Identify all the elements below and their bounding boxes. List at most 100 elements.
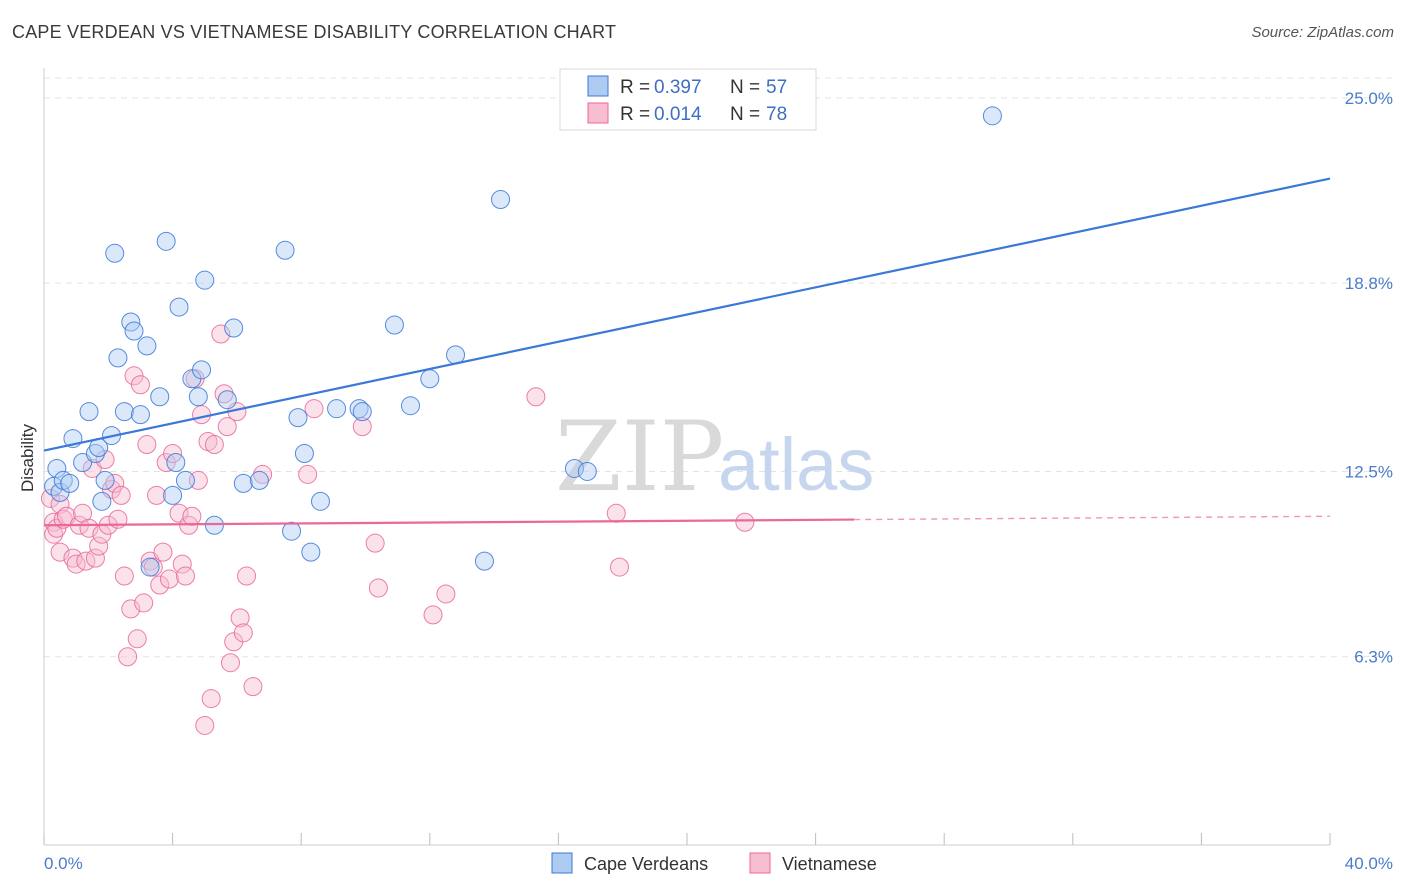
vietnamese-point-54: [217, 417, 237, 437]
cape-verdean-point-13: [105, 243, 125, 263]
vietnamese-point-59: [233, 623, 253, 643]
vietnamese-point-41: [172, 554, 192, 574]
y-tick-label-2: 18.8%: [1345, 274, 1393, 293]
vietnamese-point-52: [211, 324, 231, 344]
cape-verdean-point-28: [188, 387, 208, 407]
cape-verdean-point-50: [491, 189, 511, 209]
legend-pink-r-label: R =: [620, 104, 650, 125]
trend-lines: [43, 177, 1331, 527]
cape-verdean-points: [44, 106, 1002, 577]
vietnamese-point-62: [253, 464, 273, 484]
cape-verdean-point-42: [327, 399, 347, 419]
cape-verdean-point-23: [163, 485, 183, 505]
vietnamese-point-71: [606, 503, 626, 523]
cape-verdean-point-36: [275, 240, 295, 260]
series-legend-pink-label: Vietnamese: [782, 854, 877, 874]
legend-blue-swatch: [587, 75, 609, 97]
vietnamese-point-63: [298, 464, 318, 484]
series-legend: Cape Verdeans Vietnamese: [551, 852, 877, 874]
x-tick-label-0: 0.0%: [44, 854, 83, 873]
vietnamese-point-68: [423, 605, 443, 625]
cape-verdean-point-24: [166, 452, 186, 472]
cape-verdean-point-51: [564, 458, 584, 478]
x-tick-labels: 0.0% 40.0%: [44, 854, 1393, 873]
cape-verdean-point-41: [310, 491, 330, 511]
cape-verdean-point-11: [95, 470, 115, 490]
x-tick-marks: [43, 833, 1331, 845]
cape-verdean-point-29: [192, 360, 212, 380]
cape-verdean-point-46: [401, 396, 421, 416]
vietnamese-point-34: [147, 485, 167, 505]
cape-verdean-point-1: [47, 458, 67, 478]
series-legend-blue-swatch: [551, 852, 573, 874]
vietnamese-points: [40, 324, 755, 735]
cape-verdean-trend-line: [43, 177, 1331, 452]
vietnamese-point-30: [134, 593, 154, 613]
legend-blue-n-label: N =: [730, 77, 760, 98]
vietnamese-point-55: [220, 653, 240, 673]
cape-verdean-point-49: [474, 551, 494, 571]
vietnamese-trend-line: [43, 518, 855, 527]
cape-verdean-point-34: [233, 473, 253, 493]
cape-verdean-point-15: [114, 402, 134, 422]
y-tick-label-1: 12.5%: [1345, 462, 1393, 481]
vietnamese-point-15: [85, 548, 105, 568]
cape-verdean-point-40: [301, 542, 321, 562]
legend-blue-r-label: R =: [620, 77, 650, 98]
legend-pink-r-value: 0.014: [654, 104, 702, 125]
y-tick-labels: 6.3% 12.5% 18.8% 25.0%: [1345, 89, 1393, 667]
legend-pink-n-label: N =: [730, 104, 760, 125]
vietnamese-point-61: [243, 677, 263, 697]
x-tick-label-1: 40.0%: [1345, 854, 1393, 873]
watermark: ZIP atlas: [555, 401, 874, 513]
legend-blue-n-value: 57: [766, 77, 787, 98]
vietnamese-point-16: [89, 536, 109, 556]
legend-pink-swatch: [587, 102, 609, 124]
vietnamese-point-38: [159, 569, 179, 589]
correlation-legend: R = 0.397 N = 57 R = 0.014 N = 78: [559, 68, 817, 131]
vietnamese-point-18: [95, 449, 115, 469]
cape-verdean-point-45: [384, 315, 404, 335]
vietnamese-point-28: [127, 629, 147, 649]
cape-verdean-point-52: [577, 461, 597, 481]
y-axis-label: Disability: [18, 423, 37, 492]
vietnamese-point-72: [609, 557, 629, 577]
cape-verdean-point-53: [982, 106, 1002, 126]
chart-title: CAPE VERDEAN VS VIETNAMESE DISABILITY CO…: [12, 22, 617, 42]
series-legend-pink-swatch: [749, 852, 771, 874]
vietnamese-point-24: [114, 566, 134, 586]
watermark-atlas: atlas: [718, 423, 874, 506]
cape-verdean-point-43: [349, 399, 369, 419]
vietnamese-point-69: [436, 584, 456, 604]
y-tick-label-0: 6.3%: [1354, 648, 1393, 667]
vietnamese-point-73: [735, 512, 755, 532]
vietnamese-point-42: [175, 566, 195, 586]
cape-verdean-point-18: [130, 405, 150, 425]
cape-verdean-point-30: [195, 270, 215, 290]
cape-verdean-point-32: [217, 390, 237, 410]
cape-verdean-point-10: [92, 491, 112, 511]
cape-verdean-point-14: [108, 348, 128, 368]
vietnamese-point-53: [214, 384, 234, 404]
cape-verdean-point-4: [60, 473, 80, 493]
cape-verdean-point-47: [420, 369, 440, 389]
vietnamese-point-58: [230, 608, 250, 628]
cape-verdean-point-22: [156, 231, 176, 251]
cape-verdean-point-7: [79, 402, 99, 422]
vietnamese-point-13: [79, 518, 99, 538]
vietnamese-point-0: [40, 488, 60, 508]
y-tick-label-3: 25.0%: [1345, 89, 1393, 108]
vietnamese-point-66: [365, 533, 385, 553]
cape-verdean-point-38: [288, 408, 308, 428]
vietnamese-trend-line-extension: [854, 515, 1331, 521]
vietnamese-point-29: [130, 375, 150, 395]
cape-verdean-point-37: [282, 521, 302, 541]
vietnamese-point-4: [50, 542, 70, 562]
vietnamese-point-60: [237, 566, 257, 586]
vietnamese-point-48: [195, 715, 215, 735]
cape-verdean-point-17: [124, 321, 144, 341]
source-label: Source: ZipAtlas.com: [1251, 24, 1394, 41]
vietnamese-point-31: [137, 435, 157, 455]
vietnamese-point-23: [111, 485, 131, 505]
